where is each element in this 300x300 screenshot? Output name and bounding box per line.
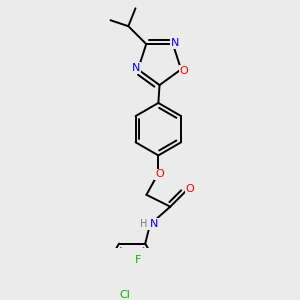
Text: H: H <box>140 219 148 229</box>
Text: O: O <box>186 184 194 194</box>
Text: O: O <box>155 169 164 179</box>
Text: F: F <box>135 255 142 266</box>
Text: N: N <box>171 38 179 48</box>
Text: N: N <box>149 219 158 229</box>
Text: N: N <box>132 63 140 73</box>
Text: Cl: Cl <box>119 290 130 300</box>
Text: O: O <box>180 66 188 76</box>
